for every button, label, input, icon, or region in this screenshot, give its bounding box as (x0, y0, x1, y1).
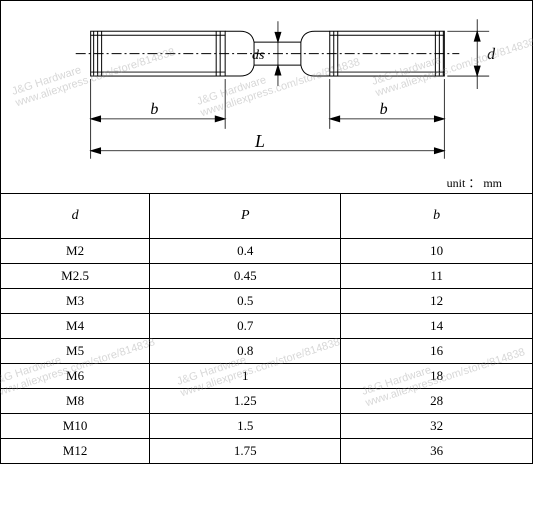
bolt-diagram-svg: b b L d ds (1, 1, 532, 176)
diagram-area: b b L d ds (1, 1, 532, 176)
table-row: M30.512 (1, 289, 532, 314)
table-row: M6118 (1, 364, 532, 389)
table-row: M40.714 (1, 314, 532, 339)
table-cell: M2.5 (1, 264, 150, 289)
table-cell: 1.25 (150, 389, 341, 414)
table-cell: 14 (341, 314, 532, 339)
table-body: M20.410M2.50.4511M30.512M40.714M50.816M6… (1, 239, 532, 464)
table-cell: 0.7 (150, 314, 341, 339)
table-cell: M12 (1, 439, 150, 464)
label-d: d (487, 46, 495, 63)
table-row: M50.816 (1, 339, 532, 364)
page-container: b b L d ds unit ： mm d P b M20.410M2.50.… (0, 0, 533, 464)
table-cell: 28 (341, 389, 532, 414)
table-cell: M8 (1, 389, 150, 414)
table-cell: 1 (150, 364, 341, 389)
table-cell: 1.5 (150, 414, 341, 439)
table-cell: 0.5 (150, 289, 341, 314)
label-b-right: b (380, 101, 388, 118)
table-cell: 18 (341, 364, 532, 389)
table-row: M101.532 (1, 414, 532, 439)
table-cell: 10 (341, 239, 532, 264)
spec-table: d P b M20.410M2.50.4511M30.512M40.714M50… (1, 193, 532, 463)
table-row: M81.2528 (1, 389, 532, 414)
col-b: b (341, 194, 532, 239)
col-d: d (1, 194, 150, 239)
table-row: M20.410 (1, 239, 532, 264)
table-cell: M4 (1, 314, 150, 339)
table-cell: M6 (1, 364, 150, 389)
table-cell: M10 (1, 414, 150, 439)
table-cell: M2 (1, 239, 150, 264)
table-row: M2.50.4511 (1, 264, 532, 289)
table-cell: M5 (1, 339, 150, 364)
label-ds: ds (252, 48, 264, 63)
table-header-row: d P b (1, 194, 532, 239)
label-b-left: b (150, 101, 158, 118)
col-P: P (150, 194, 341, 239)
table-cell: 0.45 (150, 264, 341, 289)
table-cell: 1.75 (150, 439, 341, 464)
table-cell: 32 (341, 414, 532, 439)
table-cell: 36 (341, 439, 532, 464)
label-L: L (254, 131, 265, 151)
table-cell: 0.4 (150, 239, 341, 264)
table-cell: 12 (341, 289, 532, 314)
table-cell: 11 (341, 264, 532, 289)
unit-label: unit ： mm (1, 174, 532, 191)
table-cell: M3 (1, 289, 150, 314)
table-cell: 16 (341, 339, 532, 364)
table-cell: 0.8 (150, 339, 341, 364)
table-row: M121.7536 (1, 439, 532, 464)
